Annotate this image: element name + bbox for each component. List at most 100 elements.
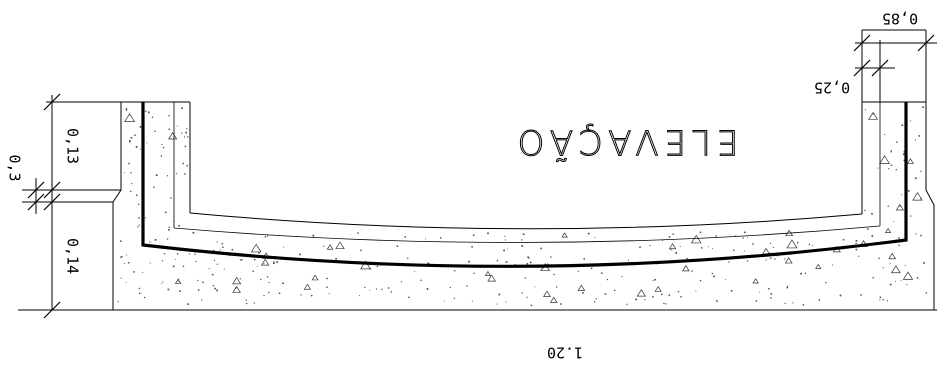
aggregate-dot — [695, 290, 697, 292]
aggregate-dot — [691, 270, 693, 273]
aggregate-dot — [901, 124, 904, 127]
dim-tick — [853, 59, 871, 77]
aggregate-stone — [124, 113, 136, 122]
aggregate-dot — [195, 260, 197, 263]
aggregate-stone — [681, 265, 690, 272]
aggregate-dot — [711, 248, 713, 250]
aggregate-dot — [595, 298, 597, 300]
aggregate-dot — [140, 148, 142, 150]
aggregate-dot — [555, 286, 558, 288]
aggregate-stone — [232, 285, 241, 293]
aggregate-dot — [765, 259, 767, 261]
aggregate-dot — [149, 262, 151, 264]
aggregate-dot — [505, 301, 507, 303]
aggregate-dot — [487, 232, 489, 235]
aggregate-dot — [866, 228, 869, 230]
aggregate-dot — [253, 258, 256, 261]
aggregate-dot — [587, 232, 590, 235]
overall-length-label: 1.20 — [547, 344, 583, 362]
aggregate-dot — [404, 236, 407, 238]
aggregate-dot — [498, 293, 501, 296]
aggregate-dot — [202, 281, 204, 284]
aggregate-dot — [426, 288, 429, 290]
aggregate-dot — [604, 293, 607, 295]
dim-tick — [27, 193, 45, 211]
aggregate-dot — [504, 235, 506, 238]
aggregate-dot — [786, 286, 789, 289]
aggregate-dot — [178, 224, 181, 227]
aggregate-dot — [715, 235, 718, 237]
aggregate-dot — [772, 246, 774, 248]
aggregate-dot — [893, 220, 895, 223]
aggregate-dot — [808, 243, 811, 246]
right-wall-outline — [925, 30, 935, 310]
aggregate-dot — [889, 263, 891, 265]
aggregate-dot — [153, 186, 155, 189]
dim-tick — [871, 59, 889, 77]
aggregate-dot — [715, 299, 717, 302]
aggregate-dot — [149, 241, 151, 243]
aggregate-stone — [542, 290, 551, 297]
aggregate-dot — [129, 141, 131, 143]
aggregate-dot — [310, 294, 313, 297]
aggregate-dot — [527, 256, 529, 259]
aggregate-dot — [257, 252, 260, 254]
aggregate-dot — [716, 300, 719, 303]
aggregate-dot — [886, 300, 889, 302]
aggregate-dot — [661, 240, 664, 242]
aggregate-dot — [882, 299, 884, 301]
aggregate-dot — [590, 267, 593, 270]
aggregate-dot — [699, 279, 702, 282]
aggregate-stone — [577, 284, 586, 291]
aggregate-dot — [216, 263, 218, 265]
aggregate-dot — [239, 259, 242, 261]
aggregate-dot — [212, 284, 215, 287]
aggregate-stone — [260, 258, 270, 266]
aggregate-dot — [168, 226, 170, 228]
dim-tick — [917, 34, 935, 52]
aggregate-dot — [594, 236, 596, 239]
aggregate-dot — [732, 249, 735, 252]
aggregate-dot — [918, 134, 921, 137]
aggregate-stone — [752, 278, 759, 284]
aggregate-dot — [375, 288, 378, 290]
aggregate-dot — [185, 131, 188, 134]
aggregate-dot — [161, 260, 164, 262]
lower-height-label: 0,14 — [64, 238, 82, 274]
aggregate-dot — [123, 172, 126, 174]
aggregate-dot — [663, 302, 665, 305]
concrete-aggregate-hatch — [117, 106, 928, 307]
aggregate-dot — [864, 109, 867, 111]
aggregate-dot — [507, 248, 509, 250]
aggregate-dot — [119, 240, 122, 243]
aggregate-dot — [528, 257, 530, 259]
aggregate-dot — [137, 203, 140, 206]
aggregate-dot — [652, 295, 654, 298]
aggregate-dot — [711, 272, 714, 275]
aggregate-dot — [125, 254, 128, 256]
dim-tick — [43, 93, 61, 111]
aggregate-dot — [686, 257, 688, 260]
aggregate-dot — [649, 245, 651, 247]
step-label: 0,3 — [6, 154, 24, 181]
aggregate-dot — [406, 257, 409, 260]
aggregate-dot — [860, 294, 862, 296]
aggregate-dot — [879, 299, 881, 301]
aggregate-dot — [194, 253, 196, 256]
aggregate-dot — [263, 262, 265, 264]
aggregate-dot — [700, 247, 703, 249]
aggregate-stone — [668, 243, 677, 250]
aggregate-dot — [504, 239, 507, 241]
aggregate-stone — [690, 234, 702, 244]
aggregate-dot — [529, 261, 532, 264]
aggregate-stone — [335, 241, 345, 250]
aggregate-dot — [216, 241, 218, 243]
aggregate-stone — [906, 158, 914, 164]
aggregate-dot — [922, 106, 925, 109]
aggregate-dot — [526, 262, 529, 265]
aggregate-dot — [186, 128, 188, 130]
aggregate-dot — [882, 267, 884, 269]
aggregate-stone — [786, 239, 798, 249]
aggregate-dot — [125, 109, 128, 111]
aggregate-dot — [802, 304, 805, 306]
